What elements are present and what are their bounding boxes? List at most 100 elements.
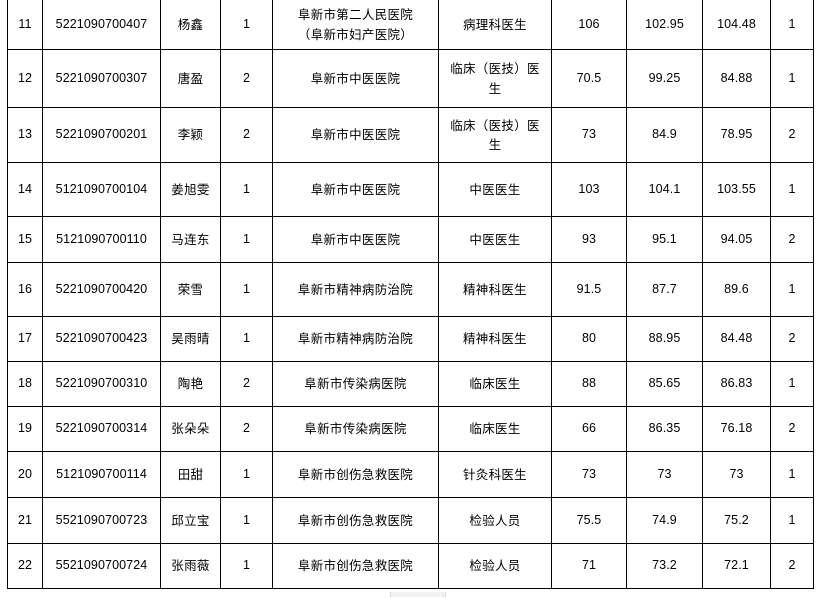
table-row[interactable]: 20 5121090700114 田甜 1 阜新市创伤急救医院 针灸科医生 73 73 73 1	[7, 451, 814, 498]
row-candidate-name[interactable]: 荣雪	[160, 262, 221, 317]
row-score-total[interactable]: 75.2	[702, 497, 771, 544]
row-exam-code[interactable]: 5521090700723	[42, 497, 161, 544]
row-hospital[interactable]: 阜新市创伤急救医院	[272, 497, 439, 544]
row-exam-code[interactable]: 5121090700114	[42, 451, 161, 498]
row-gender-code[interactable]: 1	[220, 497, 273, 544]
row-hospital[interactable]: 阜新市中医医院	[272, 162, 439, 217]
row-exam-code[interactable]: 5221090700423	[42, 316, 161, 362]
row-score-total[interactable]: 76.18	[702, 406, 771, 452]
row-candidate-name[interactable]: 邱立宝	[160, 497, 221, 544]
row-candidate-name[interactable]: 张朵朵	[160, 406, 221, 452]
row-rank[interactable]: 2	[770, 316, 814, 362]
row-score-written[interactable]: 91.5	[551, 262, 627, 317]
row-gender-code[interactable]: 2	[220, 107, 273, 163]
row-candidate-name[interactable]: 唐盈	[160, 49, 221, 108]
row-sequence-number[interactable]: 22	[7, 543, 43, 589]
row-post[interactable]: 临床医生	[438, 406, 552, 452]
table-row[interactable]: 13 5221090700201 李颖 2 阜新市中医医院 临床（医技）医生 73 84.9 7…	[7, 107, 814, 163]
row-gender-code[interactable]: 1	[220, 216, 273, 263]
row-score-written[interactable]: 80	[551, 316, 627, 362]
row-post[interactable]: 临床（医技）医生	[438, 107, 552, 163]
row-gender-code[interactable]: 1	[220, 451, 273, 498]
row-sequence-number[interactable]: 15	[7, 216, 43, 263]
row-score-total[interactable]: 86.83	[702, 361, 771, 407]
row-score-total[interactable]: 73	[702, 451, 771, 498]
row-score-interview[interactable]: 73.2	[626, 543, 703, 589]
row-score-written[interactable]: 73	[551, 107, 627, 163]
row-sequence-number[interactable]: 11	[7, 0, 43, 50]
row-hospital[interactable]: 阜新市传染病医院	[272, 406, 439, 452]
row-score-written[interactable]: 106	[551, 0, 627, 50]
row-rank[interactable]: 2	[770, 107, 814, 163]
table-row[interactable]: 17 5221090700423 吴雨晴 1 阜新市精神病防治院 精神科医生 80 88.95…	[7, 316, 814, 362]
row-hospital[interactable]: 阜新市第二人民医院 （阜新市妇产医院）	[272, 0, 439, 50]
row-exam-code[interactable]: 5221090700201	[42, 107, 161, 163]
row-hospital[interactable]: 阜新市中医医院	[272, 49, 439, 108]
row-post[interactable]: 精神科医生	[438, 262, 552, 317]
row-score-written[interactable]: 71	[551, 543, 627, 589]
row-score-interview[interactable]: 102.95	[626, 0, 703, 50]
row-exam-code[interactable]: 5221090700310	[42, 361, 161, 407]
row-score-total[interactable]: 89.6	[702, 262, 771, 317]
row-score-interview[interactable]: 104.1	[626, 162, 703, 217]
row-score-written[interactable]: 70.5	[551, 49, 627, 108]
row-exam-code[interactable]: 5221090700314	[42, 406, 161, 452]
row-hospital[interactable]: 阜新市中医医院	[272, 107, 439, 163]
row-sequence-number[interactable]: 16	[7, 262, 43, 317]
row-rank[interactable]: 2	[770, 406, 814, 452]
table-row[interactable]: 18 5221090700310 陶艳 2 阜新市传染病医院 临床医生 88 85.65 86.…	[7, 361, 814, 407]
row-candidate-name[interactable]: 田甜	[160, 451, 221, 498]
row-gender-code[interactable]: 2	[220, 406, 273, 452]
row-gender-code[interactable]: 1	[220, 316, 273, 362]
row-score-written[interactable]: 75.5	[551, 497, 627, 544]
table-row[interactable]: 19 5221090700314 张朵朵 2 阜新市传染病医院 临床医生 66 86.35 76…	[7, 406, 814, 452]
row-score-total[interactable]: 103.55	[702, 162, 771, 217]
table-row[interactable]: 12 5221090700307 唐盈 2 阜新市中医医院 临床（医技）医生 70.5 99.…	[7, 49, 814, 108]
table-row[interactable]: 14 5121090700104 姜旭雯 1 阜新市中医医院 中医医生 103 104.1 10…	[7, 162, 814, 217]
row-gender-code[interactable]: 1	[220, 262, 273, 317]
row-post[interactable]: 中医医生	[438, 216, 552, 263]
table-row[interactable]: 16 5221090700420 荣雪 1 阜新市精神病防治院 精神科医生 91.5 87.7…	[7, 262, 814, 317]
row-score-interview[interactable]: 99.25	[626, 49, 703, 108]
row-score-interview[interactable]: 88.95	[626, 316, 703, 362]
row-score-interview[interactable]: 95.1	[626, 216, 703, 263]
row-candidate-name[interactable]: 吴雨晴	[160, 316, 221, 362]
row-rank[interactable]: 1	[770, 162, 814, 217]
row-score-interview[interactable]: 85.65	[626, 361, 703, 407]
row-sequence-number[interactable]: 13	[7, 107, 43, 163]
row-score-written[interactable]: 66	[551, 406, 627, 452]
row-gender-code[interactable]: 1	[220, 543, 273, 589]
row-candidate-name[interactable]: 李颖	[160, 107, 221, 163]
row-score-written[interactable]: 103	[551, 162, 627, 217]
row-gender-code[interactable]: 2	[220, 49, 273, 108]
row-hospital[interactable]: 阜新市中医医院	[272, 216, 439, 263]
row-score-total[interactable]: 84.88	[702, 49, 771, 108]
row-hospital[interactable]: 阜新市精神病防治院	[272, 262, 439, 317]
row-post[interactable]: 针灸科医生	[438, 451, 552, 498]
row-score-written[interactable]: 88	[551, 361, 627, 407]
row-score-total[interactable]: 78.95	[702, 107, 771, 163]
row-score-interview[interactable]: 84.9	[626, 107, 703, 163]
table-row[interactable]: 22 5521090700724 张雨薇 1 阜新市创伤急救医院 检验人员 71 73.2 72…	[7, 543, 814, 589]
row-score-interview[interactable]: 74.9	[626, 497, 703, 544]
row-sequence-number[interactable]: 20	[7, 451, 43, 498]
row-sequence-number[interactable]: 19	[7, 406, 43, 452]
row-hospital[interactable]: 阜新市创伤急救医院	[272, 543, 439, 589]
row-score-interview[interactable]: 87.7	[626, 262, 703, 317]
row-post[interactable]: 病理科医生	[438, 0, 552, 50]
row-candidate-name[interactable]: 姜旭雯	[160, 162, 221, 217]
row-gender-code[interactable]: 1	[220, 162, 273, 217]
row-candidate-name[interactable]: 陶艳	[160, 361, 221, 407]
row-candidate-name[interactable]: 杨鑫	[160, 0, 221, 50]
row-sequence-number[interactable]: 21	[7, 497, 43, 544]
row-exam-code[interactable]: 5521090700724	[42, 543, 161, 589]
row-rank[interactable]: 2	[770, 543, 814, 589]
table-row[interactable]: 15 5121090700110 马连东 1 阜新市中医医院 中医医生 93 95.1 94.0…	[7, 216, 814, 263]
row-post[interactable]: 检验人员	[438, 497, 552, 544]
row-exam-code[interactable]: 5221090700420	[42, 262, 161, 317]
row-score-interview[interactable]: 86.35	[626, 406, 703, 452]
row-score-written[interactable]: 73	[551, 451, 627, 498]
row-hospital[interactable]: 阜新市传染病医院	[272, 361, 439, 407]
row-rank[interactable]: 1	[770, 262, 814, 317]
row-score-total[interactable]: 72.1	[702, 543, 771, 589]
